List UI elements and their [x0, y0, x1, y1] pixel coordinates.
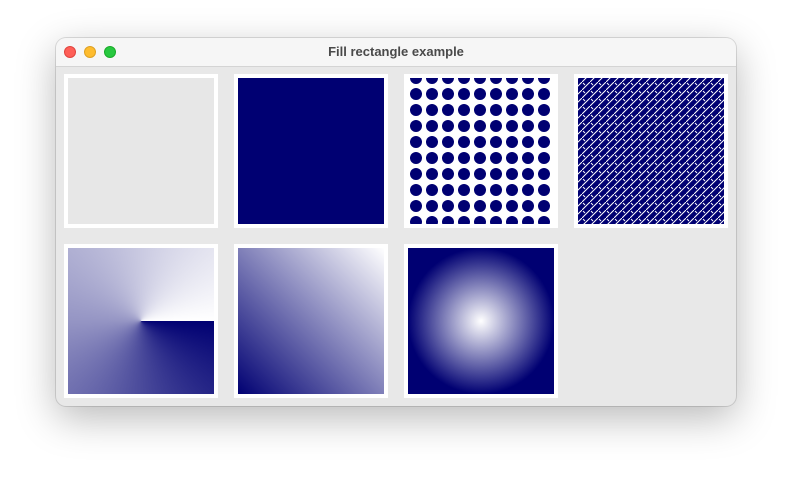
window-title: Fill rectangle example: [328, 44, 464, 59]
plain-rectangle-svg: [68, 78, 214, 224]
radial-gradient-svg: [408, 248, 554, 394]
dot-fill: [408, 78, 554, 224]
diagonal-fill: [578, 78, 724, 224]
diagonal-pattern-rectangle: [574, 74, 728, 228]
dot-pattern-rectangle: [404, 74, 558, 228]
plain-rectangle: [64, 74, 218, 228]
solid-rectangle: [234, 74, 388, 228]
solid-fill: [238, 78, 384, 224]
diagonal-pattern-svg: [578, 78, 724, 224]
radial-gradient-rectangle: [404, 244, 558, 398]
linear-gradient-rectangle: [234, 244, 388, 398]
linear-gradient-svg: [238, 248, 384, 394]
conical-gradient-rectangle: [64, 244, 218, 398]
solid-rectangle-svg: [238, 78, 384, 224]
radial-fill: [408, 248, 554, 394]
dot-pattern-svg: [408, 78, 554, 224]
linear-fill: [238, 248, 384, 394]
title-bar[interactable]: Fill rectangle example: [56, 38, 736, 67]
close-button[interactable]: [64, 46, 76, 58]
app-window: Fill rectangle example: [56, 38, 736, 406]
minimize-button[interactable]: [84, 46, 96, 58]
plain-fill: [68, 78, 214, 224]
zoom-button[interactable]: [104, 46, 116, 58]
conical-fill: [68, 248, 214, 394]
